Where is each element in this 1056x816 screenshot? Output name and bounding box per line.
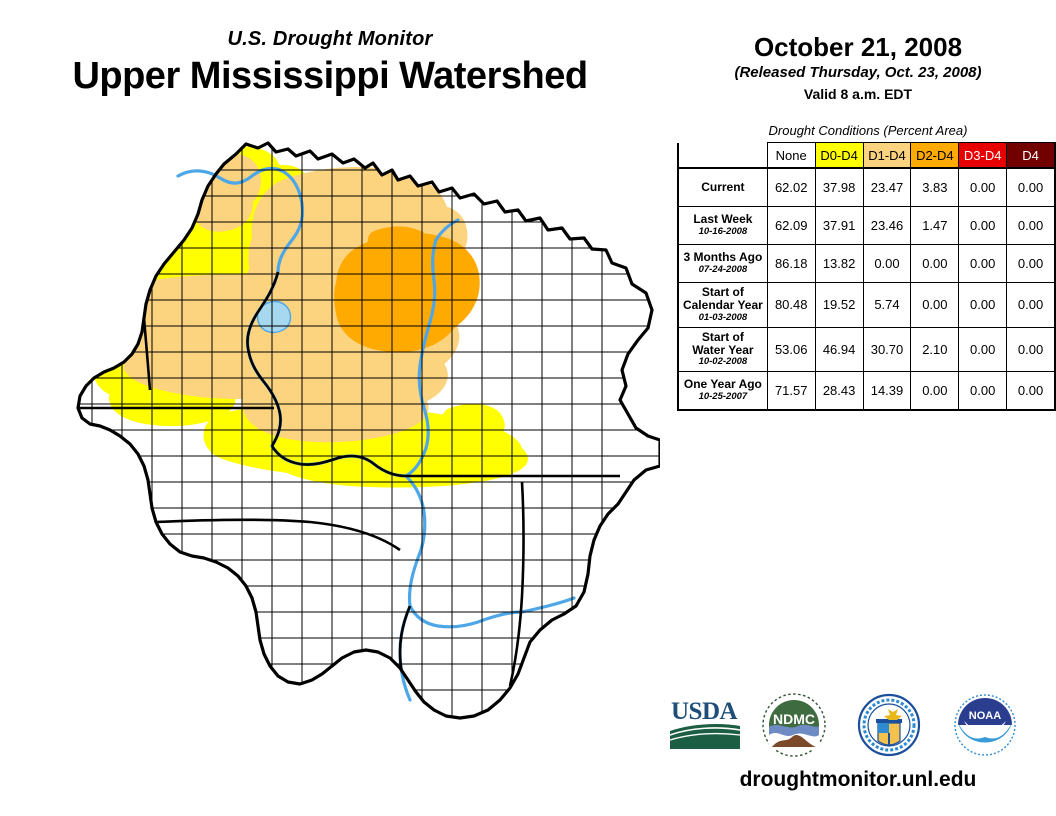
table-cell: 0.00 bbox=[910, 282, 960, 328]
table-row: Start of Water Year 10-02-2008 53.06 46.94 30… bbox=[676, 326, 1056, 372]
program-title: U.S. Drought Monitor bbox=[227, 28, 433, 50]
table-cell: 86.18 bbox=[766, 244, 816, 283]
lake-polygon bbox=[256, 300, 292, 334]
ndmc-logo: NDMC bbox=[762, 693, 826, 757]
table-row: Current 62.02 37.98 23.47 3.83 0.00 0.00 bbox=[676, 167, 1056, 207]
table-cell: 53.06 bbox=[766, 326, 816, 372]
table-cell: 0.00 bbox=[958, 371, 1008, 411]
table-cell: 19.52 bbox=[814, 282, 864, 328]
table-cell: 62.02 bbox=[766, 167, 816, 207]
table-cell: 0.00 bbox=[958, 282, 1008, 328]
table-row: One Year Ago 10-25-2007 71.57 28.43 14.39 0.0… bbox=[676, 371, 1056, 411]
table-cell: 0.00 bbox=[958, 206, 1008, 245]
table-cell: 0.00 bbox=[910, 244, 960, 283]
commerce-seal bbox=[857, 693, 921, 757]
table-cell: 46.94 bbox=[814, 326, 864, 372]
table-cell: 0.00 bbox=[958, 167, 1008, 207]
table-cell: 0.00 bbox=[1006, 282, 1056, 328]
table-cell: 37.91 bbox=[814, 206, 864, 245]
table-row-sublabel: 10-25-2007 bbox=[698, 390, 748, 402]
usda-logo: USDA bbox=[669, 698, 741, 749]
noaa-logo: NOAA bbox=[954, 694, 1016, 756]
table-cell: 30.70 bbox=[862, 326, 912, 372]
drought-conditions-table: None D0-D4 D1-D4 D2-D4 D3-D4 D4 Current 62.02 3… bbox=[676, 142, 1056, 411]
table-row-label: Current bbox=[676, 167, 768, 207]
logo-row: USDA NDMC NOAA bbox=[660, 693, 1056, 763]
table-cell: 62.09 bbox=[766, 206, 816, 245]
table-cell: 0.00 bbox=[958, 244, 1008, 283]
table-row-label: One Year Ago 10-25-2007 bbox=[676, 371, 768, 411]
table-row-label: Start of Water Year 10-02-2008 bbox=[676, 326, 768, 372]
table-col-header-d1-d4: D1-D4 bbox=[862, 142, 912, 169]
table-cell: 0.00 bbox=[1006, 167, 1056, 207]
table-row-sublabel: 10-02-2008 bbox=[698, 356, 748, 368]
table-row-sublabel: 07-24-2008 bbox=[698, 263, 748, 275]
table-cell: 0.00 bbox=[1006, 206, 1056, 245]
table-cell: 23.47 bbox=[862, 167, 912, 207]
table-header-row: None D0-D4 D1-D4 D2-D4 D3-D4 D4 bbox=[676, 142, 1056, 169]
release-date: (Released Thursday, Oct. 23, 2008) bbox=[734, 64, 982, 81]
svg-text:NDMC: NDMC bbox=[773, 711, 815, 727]
table-cell: 0.00 bbox=[1006, 244, 1056, 283]
table-cell: 28.43 bbox=[814, 371, 864, 411]
report-date: October 21, 2008 bbox=[753, 32, 963, 62]
table-cell: 0.00 bbox=[910, 371, 960, 411]
site-url[interactable]: droughtmonitor.unl.edu bbox=[739, 768, 977, 791]
info-panel: October 21, 2008 (Released Thursday, Oct… bbox=[660, 0, 1056, 816]
table-row: Start of Calendar Year 01-03-2008 80.48 19.5… bbox=[676, 282, 1056, 328]
table-cell: 0.00 bbox=[1006, 326, 1056, 372]
table-row: 3 Months Ago 07-24-2008 86.18 13.82 0.00 0.00… bbox=[676, 244, 1056, 283]
title-block: U.S. Drought Monitor Upper Mississippi W… bbox=[0, 28, 660, 98]
table-caption: Drought Conditions (Percent Area) bbox=[768, 123, 968, 138]
table-cell: 1.47 bbox=[910, 206, 960, 245]
table-cell: 23.46 bbox=[862, 206, 912, 245]
table-cell: 13.82 bbox=[814, 244, 864, 283]
table-col-header-d2-d4: D2-D4 bbox=[910, 142, 960, 169]
table-row-label: Start of Calendar Year 01-03-2008 bbox=[676, 282, 768, 328]
table-row-label: 3 Months Ago 07-24-2008 bbox=[676, 244, 768, 283]
table-row-sublabel: 10-16-2008 bbox=[698, 225, 748, 237]
table-cell: 0.00 bbox=[958, 326, 1008, 372]
table-cell: 0.00 bbox=[1006, 371, 1056, 411]
table-cell: 5.74 bbox=[862, 282, 912, 328]
d2-areas bbox=[334, 226, 480, 353]
table-cell: 14.39 bbox=[862, 371, 912, 411]
table-cell: 2.10 bbox=[910, 326, 960, 372]
table-col-header-d3-d4: D3-D4 bbox=[958, 142, 1008, 169]
table-row-sublabel: 01-03-2008 bbox=[698, 311, 748, 323]
table-corner-cell bbox=[676, 142, 768, 168]
table-cell: 3.83 bbox=[910, 167, 960, 207]
table-col-header-d4: D4 bbox=[1006, 142, 1056, 169]
table-cell: 71.57 bbox=[766, 371, 816, 411]
table-body: Current 62.02 37.98 23.47 3.83 0.00 0.00 Last W… bbox=[676, 167, 1056, 411]
svg-text:NOAA: NOAA bbox=[969, 710, 1001, 722]
state-lines bbox=[78, 271, 620, 701]
table-col-header-d0-d4: D0-D4 bbox=[814, 142, 864, 169]
page-title: Upper Mississippi Watershed bbox=[72, 55, 588, 97]
drought-map[interactable] bbox=[60, 118, 660, 720]
table-header: None D0-D4 D1-D4 D2-D4 D3-D4 D4 bbox=[676, 142, 1056, 169]
table-row: Last Week 10-16-2008 62.09 37.91 23.46 1.47 0.… bbox=[676, 206, 1056, 245]
table-row-label: Last Week 10-16-2008 bbox=[676, 206, 768, 245]
table-cell: 0.00 bbox=[862, 244, 912, 283]
table-cell: 80.48 bbox=[766, 282, 816, 328]
table-col-header-none: None bbox=[766, 142, 816, 169]
map-svg bbox=[60, 118, 660, 720]
svg-text:USDA: USDA bbox=[671, 698, 738, 725]
table-cell: 37.98 bbox=[814, 167, 864, 207]
valid-time: Valid 8 a.m. EDT bbox=[803, 86, 913, 102]
watershed-outline bbox=[76, 141, 660, 720]
